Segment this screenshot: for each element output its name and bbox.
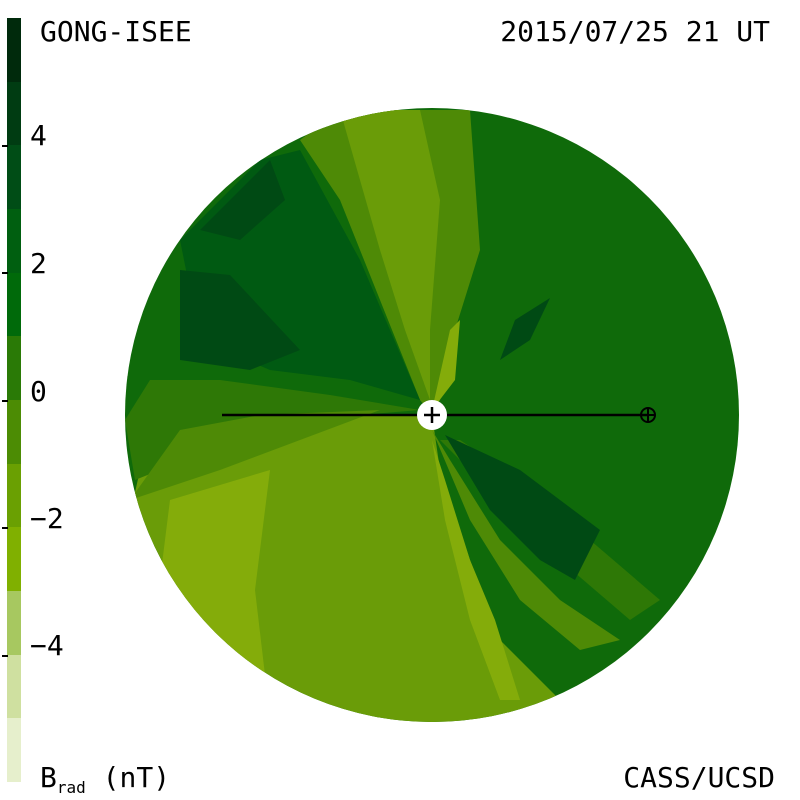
colorbar-segment [7,527,21,592]
colorbar-tick-mark [2,272,8,274]
unit-label: (nT) [102,761,171,794]
colorbar-tick-mark [2,655,8,657]
region-top-left-darkest [200,160,285,240]
colorbar-segment [7,400,21,464]
region-lower-mid-lightest [432,440,520,700]
colorbar-tick-label: 2 [30,247,47,280]
timestamp-label: 2015/07/25 21 UT [500,15,770,48]
colorbar-segment [7,463,21,528]
colorbar-segment [7,718,21,783]
region-lower-right-dark [445,435,600,580]
region-right-dark-sliver [500,298,550,360]
colorbar-tick-label: 4 [30,119,47,152]
colorbar-tick-label: −4 [30,629,64,662]
quantity-unit-label: Brad (nT) [40,764,170,796]
region-thin-spike [432,320,460,410]
colorbar-segment [7,272,21,337]
colorbar-segment [7,654,21,719]
credit-label: CASS/UCSD [623,761,775,794]
colorbar-segment [7,336,21,401]
colorbar-segment [7,209,21,273]
colorbar-tick-label: 0 [30,375,47,408]
colorbar-segment [7,145,21,210]
region-left-edge-bands [125,380,420,480]
region-left-edge-light [130,410,380,500]
quantity-symbol: B [40,761,57,794]
colorbar-tick-mark [2,527,8,529]
colorbar-tick-label: −2 [30,502,64,535]
colorbar-tick-mark [2,145,8,147]
earth-marker [640,407,656,423]
colorbar-segment [7,81,21,146]
source-label: GONG-ISEE [40,15,192,48]
sun-marker [417,400,447,430]
field-contours [125,108,739,722]
region-lower-left-lightest [160,470,270,675]
region-top-mid-light [340,110,440,400]
colorbar-segment [7,591,21,655]
region-upper-left-darkest [180,270,300,370]
colorbar-segment [7,18,21,82]
region-lower-band [432,430,620,650]
quantity-subscript: rad [56,778,86,797]
colorbar-tick-mark [2,400,8,402]
